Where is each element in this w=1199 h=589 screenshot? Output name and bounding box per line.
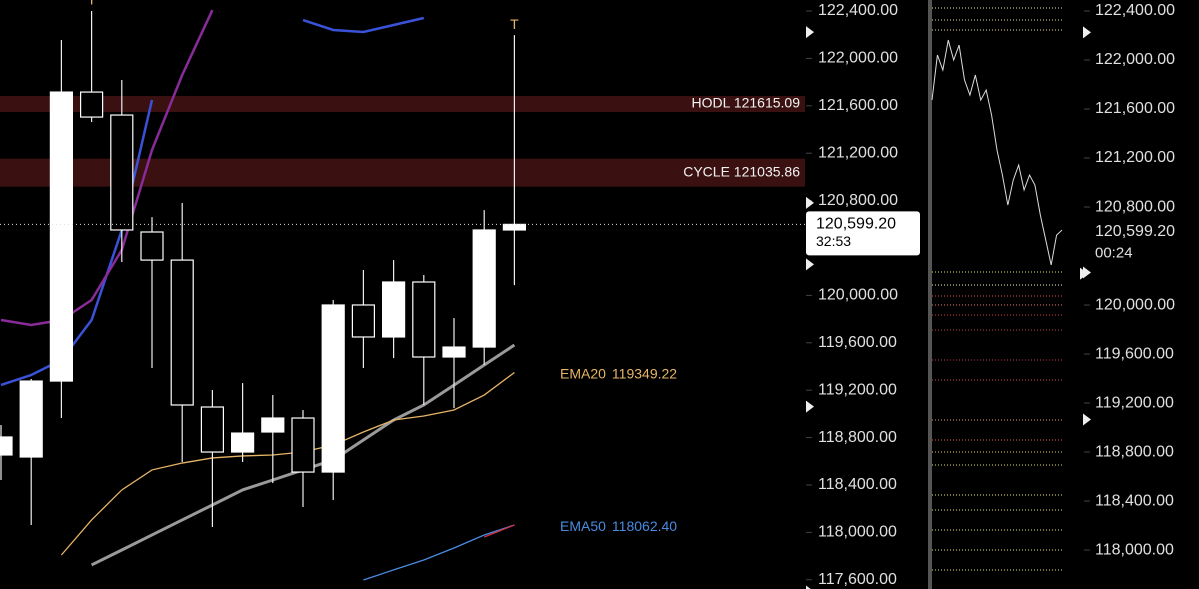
price-timer: 00:24: [1095, 245, 1133, 262]
axis-arrow: [1083, 413, 1091, 426]
y-tick-label: 119,600.00: [818, 334, 897, 351]
y-tick-label: 120,000.00: [818, 287, 898, 304]
price-badge: [806, 211, 920, 256]
candle-body: [0, 436, 13, 456]
candle-body: [442, 346, 466, 358]
candle-body: [19, 380, 43, 458]
y-tick-label: 122,000.00: [1095, 51, 1175, 68]
line-value: 118062.40: [612, 518, 677, 534]
candle-body: [170, 259, 194, 406]
y-tick-label: 121,200.00: [818, 144, 898, 161]
axis-arrow: [806, 196, 814, 209]
level-band: [0, 96, 805, 113]
line-label: EMA50 118062.40: [560, 518, 677, 534]
y-tick-label: 118,400.00: [1095, 492, 1174, 509]
axis-arrow: [806, 585, 811, 589]
candle-body: [502, 223, 526, 231]
indicator-line: [60, 371, 515, 556]
line-name: EMA20: [560, 365, 606, 381]
y-tick-label: 120,000.00: [1095, 296, 1175, 313]
y-tick-label: 117,600.00: [818, 571, 897, 588]
price-timer: 32:53: [816, 233, 851, 249]
level-label: CYCLE 121035.86: [683, 163, 800, 179]
y-tick-label: 118,000.00: [818, 524, 897, 541]
candle-body: [351, 304, 375, 338]
price-label: 120,599.20: [816, 216, 896, 233]
candle-body: [261, 417, 285, 433]
indicator-line: [363, 524, 515, 581]
candle-body: [321, 304, 345, 473]
candle-body: [382, 281, 406, 338]
price-label: 120,599.20: [1095, 223, 1175, 240]
line-label: EMA20 119349.22: [560, 365, 677, 381]
candle-body: [110, 114, 134, 231]
y-tick-label: 122,000.00: [818, 50, 898, 67]
axis-arrow: [806, 26, 814, 39]
candle-body: [49, 91, 74, 382]
y-tick-label: 118,400.00: [818, 476, 897, 493]
candle-body: [472, 229, 496, 348]
level-label: HODL 121615.09: [692, 95, 801, 111]
candle-body: [79, 91, 104, 118]
y-tick-label: 118,800.00: [1095, 443, 1174, 460]
line-name: EMA50: [560, 518, 606, 534]
candle-body: [200, 406, 224, 453]
marker: T: [510, 16, 519, 32]
price-line: [931, 39, 1063, 266]
y-tick-label: 120,800.00: [1095, 198, 1175, 215]
indicator-line: [483, 524, 515, 538]
y-tick-label: 118,000.00: [1095, 541, 1174, 558]
divider: [928, 0, 932, 589]
marker: T: [87, 0, 96, 8]
y-tick-label: 120,800.00: [818, 192, 898, 209]
y-tick-label: 121,200.00: [1095, 149, 1175, 166]
y-tick-label: 121,600.00: [1095, 100, 1175, 117]
axis-arrow: [1080, 267, 1088, 280]
y-tick-label: 119,600.00: [1095, 345, 1174, 362]
indicator-line: [0, 9, 214, 327]
y-tick-label: 121,600.00: [818, 97, 898, 114]
candle-body: [231, 432, 255, 453]
line-value: 119349.22: [612, 365, 677, 381]
y-tick-label: 122,400.00: [1095, 2, 1175, 19]
candle-body: [140, 231, 164, 261]
y-tick-label: 119,200.00: [1095, 394, 1174, 411]
axis-arrow: [1083, 26, 1091, 39]
heatmap: [932, 7, 1063, 571]
y-tick-label: 119,200.00: [818, 381, 897, 398]
y-tick-label: 122,400.00: [818, 2, 898, 19]
axis-arrow: [806, 400, 814, 413]
axis-arrow: [806, 258, 814, 271]
candle-body: [291, 417, 315, 473]
candle-body: [412, 281, 436, 358]
y-tick-label: 118,800.00: [818, 429, 897, 446]
